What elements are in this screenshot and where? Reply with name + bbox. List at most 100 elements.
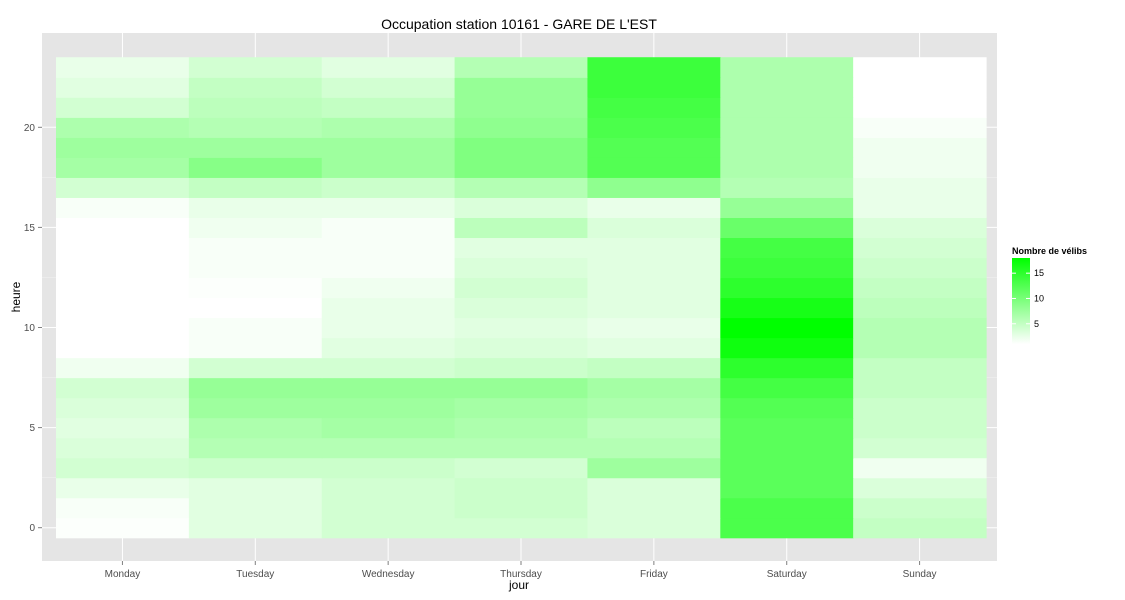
y-tick-label: 5 [29, 423, 35, 434]
tile-wednesday-h6 [321, 397, 456, 419]
tile-saturday-h12 [720, 277, 854, 299]
tile-wednesday-h20 [321, 117, 456, 138]
tile-saturday-h18 [720, 157, 854, 178]
tile-wednesday-h15 [321, 217, 456, 239]
tile-friday-h17 [587, 177, 721, 198]
tile-monday-h9 [56, 337, 190, 359]
tile-thursday-h0 [454, 517, 589, 539]
tile-tuesday-h8 [188, 357, 323, 379]
tile-sunday-h12 [853, 277, 987, 299]
tile-tuesday-h19 [188, 137, 323, 158]
tile-saturday-h14 [720, 237, 854, 259]
tile-tuesday-h20 [188, 117, 323, 138]
y-tick-label: 15 [24, 223, 36, 234]
tile-wednesday-h17 [321, 177, 456, 198]
tile-monday-h10 [56, 317, 190, 339]
tile-thursday-h22 [454, 77, 589, 98]
tile-friday-h20 [587, 117, 721, 138]
tile-monday-h8 [56, 357, 190, 379]
tile-saturday-h23 [720, 57, 854, 78]
tile-thursday-h17 [454, 177, 589, 198]
tile-friday-h12 [587, 277, 721, 299]
tile-thursday-h7 [454, 377, 589, 399]
tile-thursday-h8 [454, 357, 589, 379]
tile-thursday-h14 [454, 237, 589, 259]
tile-tuesday-h16 [188, 197, 323, 218]
x-tick-label: Saturday [767, 569, 807, 580]
tile-monday-h20 [56, 117, 190, 138]
tile-wednesday-h8 [321, 357, 456, 379]
tile-sunday-h15 [853, 217, 987, 239]
legend-tick-label: 10 [1034, 293, 1044, 303]
tile-friday-h4 [587, 437, 721, 459]
tile-friday-h8 [587, 357, 721, 379]
tile-tuesday-h11 [188, 297, 323, 319]
tile-tuesday-h17 [188, 177, 323, 198]
tile-wednesday-h3 [321, 457, 456, 479]
tile-wednesday-h2 [321, 477, 456, 499]
tile-wednesday-h0 [321, 517, 456, 539]
tile-monday-h22 [56, 77, 190, 98]
legend-title: Nombre de vélibs [1012, 246, 1087, 256]
tile-friday-h22 [587, 77, 721, 98]
tile-thursday-h11 [454, 297, 589, 319]
tile-saturday-h10 [720, 317, 854, 339]
tile-sunday-h20 [853, 117, 987, 138]
tile-saturday-h13 [720, 257, 854, 279]
tile-friday-h9 [587, 337, 721, 359]
tile-wednesday-h5 [321, 417, 456, 439]
tile-thursday-h6 [454, 397, 589, 419]
tile-thursday-h9 [454, 337, 589, 359]
tile-tuesday-h2 [188, 477, 323, 499]
tile-saturday-h15 [720, 217, 854, 239]
tile-friday-h23 [587, 57, 721, 78]
tile-tuesday-h14 [188, 237, 323, 259]
tile-thursday-h10 [454, 317, 589, 339]
tile-sunday-h8 [853, 357, 987, 379]
tile-tuesday-h1 [188, 497, 323, 519]
tile-monday-h7 [56, 377, 190, 399]
y-tick-label: 20 [24, 123, 36, 134]
tile-monday-h13 [56, 257, 190, 279]
tile-tuesday-h23 [188, 57, 323, 78]
tile-tuesday-h6 [188, 397, 323, 419]
tile-wednesday-h19 [321, 137, 456, 158]
tile-friday-h13 [587, 257, 721, 279]
tile-friday-h15 [587, 217, 721, 239]
tile-tuesday-h13 [188, 257, 323, 279]
tile-sunday-h6 [853, 397, 987, 419]
tile-sunday-h21 [853, 97, 987, 118]
tile-saturday-h17 [720, 177, 854, 198]
tile-thursday-h5 [454, 417, 589, 439]
tile-monday-h18 [56, 157, 190, 178]
tile-monday-h16 [56, 197, 190, 218]
tile-wednesday-h4 [321, 437, 456, 459]
tile-saturday-h5 [720, 417, 854, 439]
tile-friday-h0 [587, 517, 721, 539]
tile-saturday-h6 [720, 397, 854, 419]
tile-tuesday-h15 [188, 217, 323, 239]
tile-friday-h2 [587, 477, 721, 499]
x-axis-title: jour [508, 578, 529, 592]
tile-tuesday-h9 [188, 337, 323, 359]
tile-saturday-h7 [720, 377, 854, 399]
tile-monday-h1 [56, 497, 190, 519]
tile-friday-h11 [587, 297, 721, 319]
tile-friday-h5 [587, 417, 721, 439]
x-tick-label: Tuesday [236, 569, 274, 580]
tile-thursday-h15 [454, 217, 589, 239]
tile-sunday-h19 [853, 137, 987, 158]
heatmap-tiles [56, 57, 987, 539]
tile-wednesday-h22 [321, 77, 456, 98]
tile-friday-h3 [587, 457, 721, 479]
tile-sunday-h10 [853, 317, 987, 339]
tile-friday-h7 [587, 377, 721, 399]
tile-saturday-h19 [720, 137, 854, 158]
tile-thursday-h4 [454, 437, 589, 459]
tile-friday-h10 [587, 317, 721, 339]
y-axis: 0 5 10 15 20 [24, 123, 42, 534]
tile-friday-h1 [587, 497, 721, 519]
tile-saturday-h8 [720, 357, 854, 379]
tile-tuesday-h18 [188, 157, 323, 178]
